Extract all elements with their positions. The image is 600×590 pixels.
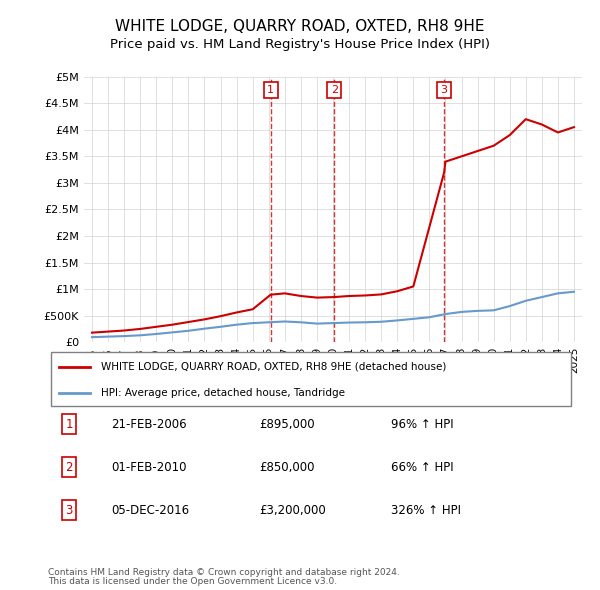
Text: WHITE LODGE, QUARRY ROAD, OXTED, RH8 9HE: WHITE LODGE, QUARRY ROAD, OXTED, RH8 9HE <box>115 19 485 34</box>
Text: 66% ↑ HPI: 66% ↑ HPI <box>391 461 454 474</box>
Text: Price paid vs. HM Land Registry's House Price Index (HPI): Price paid vs. HM Land Registry's House … <box>110 38 490 51</box>
Text: This data is licensed under the Open Government Licence v3.0.: This data is licensed under the Open Gov… <box>48 577 337 586</box>
Text: 21-FEB-2006: 21-FEB-2006 <box>112 418 187 431</box>
Text: 1: 1 <box>65 418 73 431</box>
Text: 3: 3 <box>440 85 448 95</box>
Text: 2: 2 <box>65 461 73 474</box>
Text: £3,200,000: £3,200,000 <box>259 504 326 517</box>
Text: 01-FEB-2010: 01-FEB-2010 <box>112 461 187 474</box>
Text: WHITE LODGE, QUARRY ROAD, OXTED, RH8 9HE (detached house): WHITE LODGE, QUARRY ROAD, OXTED, RH8 9HE… <box>101 362 446 372</box>
Text: 326% ↑ HPI: 326% ↑ HPI <box>391 504 461 517</box>
Text: HPI: Average price, detached house, Tandridge: HPI: Average price, detached house, Tand… <box>101 388 345 398</box>
Text: Contains HM Land Registry data © Crown copyright and database right 2024.: Contains HM Land Registry data © Crown c… <box>48 568 400 577</box>
FancyBboxPatch shape <box>50 352 571 406</box>
Text: 2: 2 <box>331 85 338 95</box>
Text: 1: 1 <box>267 85 274 95</box>
Text: £850,000: £850,000 <box>259 461 315 474</box>
Text: 3: 3 <box>65 504 73 517</box>
Text: 96% ↑ HPI: 96% ↑ HPI <box>391 418 454 431</box>
Text: 05-DEC-2016: 05-DEC-2016 <box>112 504 190 517</box>
Text: £895,000: £895,000 <box>259 418 315 431</box>
